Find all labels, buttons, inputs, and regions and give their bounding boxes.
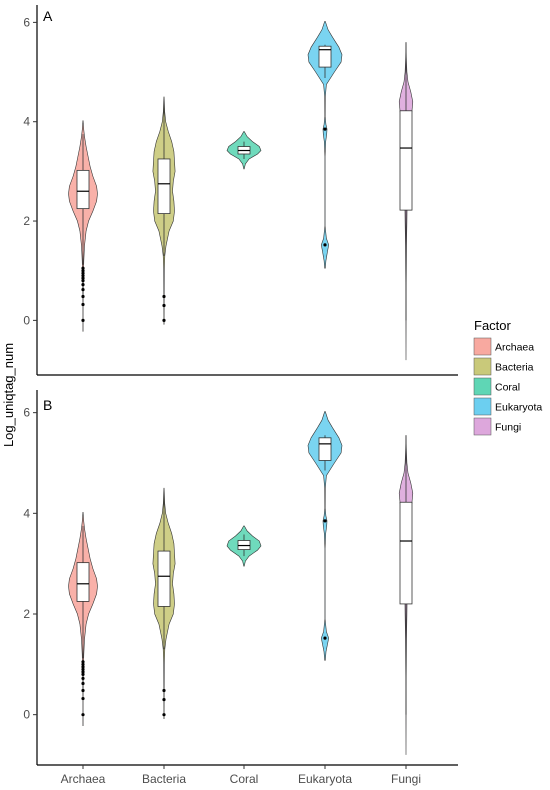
outlier-point xyxy=(81,688,85,693)
outlier-point xyxy=(81,681,85,686)
legend-item-fungi: Fungi xyxy=(473,417,521,436)
outlier-point xyxy=(162,697,166,702)
violin-eukaryota xyxy=(307,411,343,661)
outlier-point xyxy=(81,696,85,701)
outlier-point xyxy=(81,662,85,666)
legend-label: Coral xyxy=(495,382,520,394)
outlier-point xyxy=(81,672,85,676)
box xyxy=(157,550,171,607)
x-tick-label-fungi: Fungi xyxy=(391,772,421,786)
legend-swatch xyxy=(473,357,492,376)
legend-item-archaea: Archaea xyxy=(473,337,534,356)
box xyxy=(157,158,171,214)
box xyxy=(318,45,332,68)
y-tick-label: 2 xyxy=(23,214,30,228)
panel-tag: A xyxy=(43,8,53,24)
y-tick-label: 0 xyxy=(23,708,30,722)
legend-label: Fungi xyxy=(495,422,521,434)
outlier-point xyxy=(81,665,85,669)
outlier-point xyxy=(81,660,85,664)
outlier-point xyxy=(81,676,85,681)
legend-item-bacteria: Bacteria xyxy=(473,357,534,376)
outlier-point xyxy=(323,127,327,131)
outlier-point xyxy=(81,274,85,278)
outlier-point xyxy=(81,276,85,280)
outlier-point xyxy=(162,294,166,299)
violin-bacteria xyxy=(152,96,176,325)
y-tick-label: 6 xyxy=(23,15,30,29)
violin-fungi xyxy=(398,42,414,361)
outlier-point xyxy=(81,302,85,307)
violin-shape xyxy=(307,21,343,269)
outlier-point xyxy=(323,243,327,247)
violin-archaea xyxy=(68,511,98,727)
y-axis-title: Log_uniqtag_num xyxy=(1,343,16,447)
box xyxy=(76,562,90,602)
violin-shape xyxy=(307,411,343,661)
box xyxy=(318,437,332,461)
legend-item-coral: Coral xyxy=(473,377,520,396)
panel-b: 0 2 4 6 B Archaea Bacteria Coral Eukaryota Fungi xyxy=(23,390,458,786)
y-tick-label: 4 xyxy=(23,115,30,129)
violin-coral xyxy=(226,525,262,567)
violin-fungi xyxy=(398,435,414,755)
y-tick-label: 6 xyxy=(23,406,30,420)
x-tick-label-coral: Coral xyxy=(230,772,259,786)
x-tick-label-bacteria: Bacteria xyxy=(142,772,186,786)
violin-coral xyxy=(226,131,262,170)
legend-swatch xyxy=(473,397,492,416)
outlier-point xyxy=(81,269,85,273)
outlier-point xyxy=(81,279,85,283)
legend-swatch xyxy=(473,377,492,396)
outlier-point xyxy=(323,636,327,640)
outlier-point xyxy=(81,287,85,292)
legend-label: Bacteria xyxy=(495,362,534,374)
outlier-point xyxy=(81,318,85,322)
violin-archaea xyxy=(68,120,98,332)
outlier-point xyxy=(162,318,166,322)
outlier-point xyxy=(81,713,85,717)
outlier-point xyxy=(162,688,166,693)
outlier-point xyxy=(81,670,85,674)
legend-label: Eukaryota xyxy=(495,402,542,414)
outlier-point xyxy=(81,294,85,299)
legend: Factor Archaea Bacteria Coral Eukaryota Fungi xyxy=(473,318,542,436)
x-tick-label-archaea: Archaea xyxy=(61,772,106,786)
y-tick-label: 0 xyxy=(23,313,30,327)
box xyxy=(76,169,90,210)
y-tick-label: 4 xyxy=(23,506,30,520)
legend-title: Factor xyxy=(474,318,512,333)
outlier-point xyxy=(81,271,85,275)
outlier-point xyxy=(81,283,85,287)
outlier-point xyxy=(162,713,166,717)
legend-swatch xyxy=(473,417,492,436)
outlier-point xyxy=(81,667,85,671)
panel-a: 0 2 4 6 A xyxy=(23,5,458,376)
y-tick-label: 2 xyxy=(23,607,30,621)
panel-tag: B xyxy=(43,397,52,413)
outlier-point xyxy=(323,519,327,523)
legend-swatch xyxy=(473,337,492,356)
violin-eukaryota xyxy=(307,21,343,269)
outlier-point xyxy=(162,303,166,308)
violin-bacteria xyxy=(152,487,176,720)
x-tick-label-eukaryota: Eukaryota xyxy=(298,772,352,786)
legend-label: Archaea xyxy=(495,342,534,354)
outlier-point xyxy=(81,266,85,270)
legend-item-eukaryota: Eukaryota xyxy=(473,397,542,416)
box xyxy=(399,110,413,211)
box xyxy=(399,501,413,605)
